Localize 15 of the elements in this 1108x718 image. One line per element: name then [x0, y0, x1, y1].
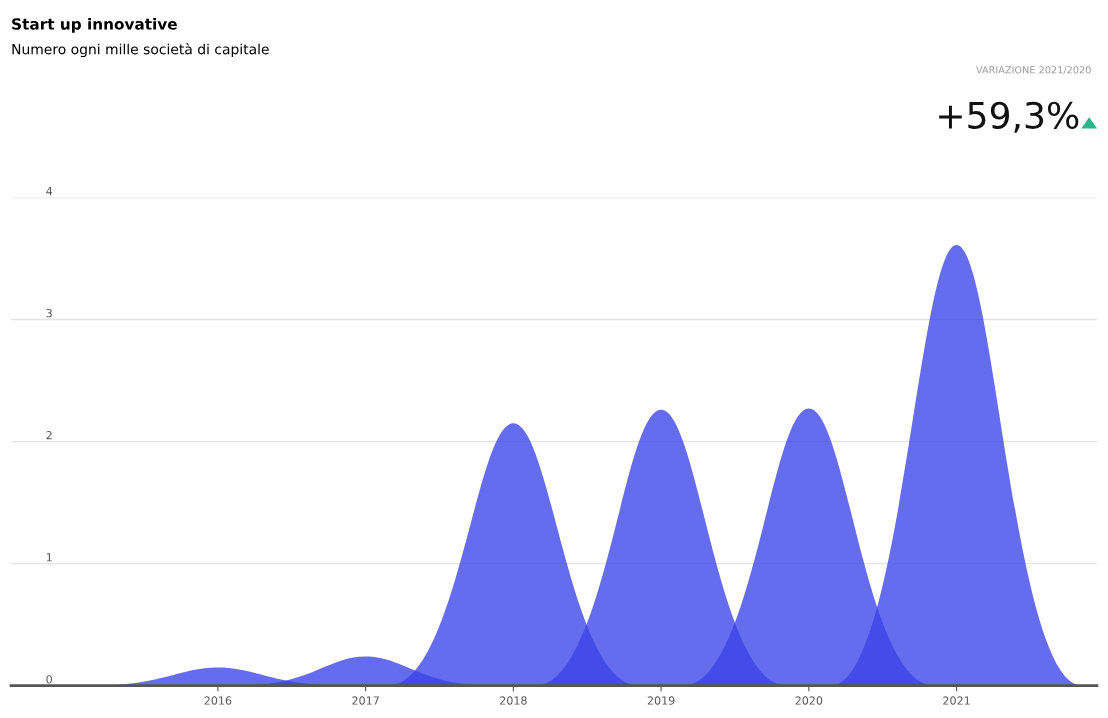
y-tick-label: 3: [46, 308, 52, 318]
y-tick-label: 2: [46, 431, 52, 440]
chart-subtitle: Numero ogni mille società di capitale: [12, 43, 269, 58]
x-tick-label: 2016: [204, 696, 232, 705]
x-tick-label: 2020: [795, 696, 823, 705]
x-tick-label: 2018: [500, 696, 527, 705]
x-tick-label: 2021: [943, 696, 970, 705]
text: VARIAZIONE 2021/2020: [976, 66, 1091, 75]
y-tick-label: 1: [46, 553, 52, 562]
text: +59,3%: [939, 101, 1079, 133]
chart-title: Start up innovative: [12, 17, 177, 33]
y-tick-label: 0: [46, 675, 53, 684]
y-tick-label: 4: [46, 187, 53, 196]
x-tick-label: 2019: [647, 696, 675, 705]
x-tick-label: 2017: [352, 696, 379, 705]
